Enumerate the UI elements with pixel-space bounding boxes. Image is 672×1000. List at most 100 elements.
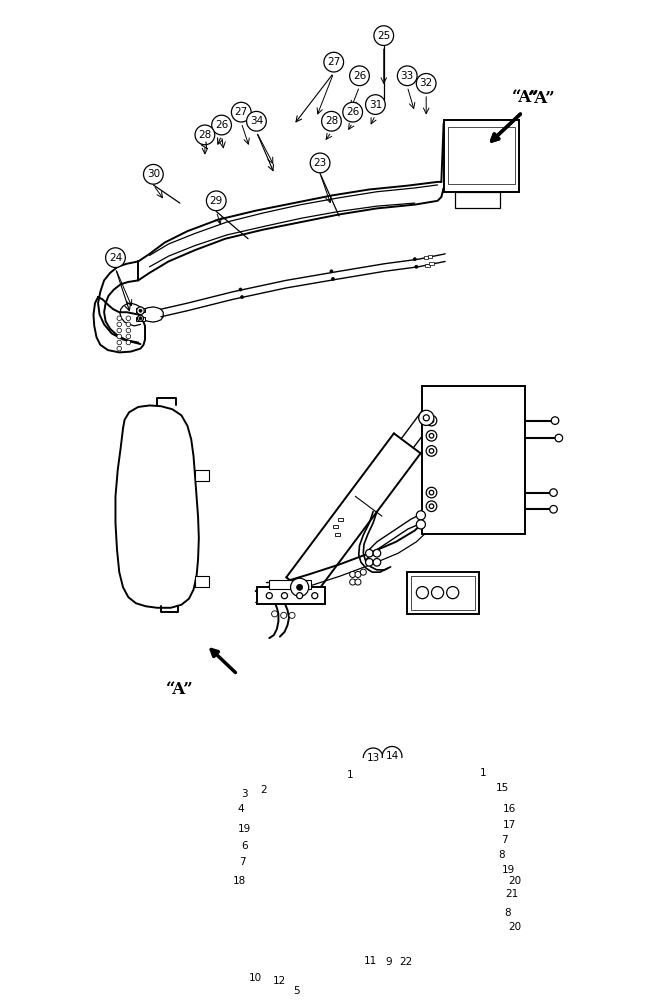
Bar (448, 127, 515, 184)
Text: 28: 28 (198, 130, 212, 140)
Circle shape (117, 328, 122, 333)
Circle shape (500, 815, 519, 834)
Circle shape (495, 830, 514, 850)
Circle shape (296, 584, 302, 590)
Bar (427, 255, 432, 258)
Circle shape (290, 578, 308, 596)
Text: 18: 18 (233, 876, 246, 886)
Circle shape (364, 748, 383, 768)
Circle shape (426, 487, 437, 498)
Bar (335, 533, 340, 536)
Circle shape (235, 784, 254, 804)
Circle shape (310, 153, 330, 173)
Circle shape (491, 845, 511, 865)
Text: 28: 28 (325, 116, 338, 126)
Circle shape (106, 248, 125, 268)
Text: 25: 25 (377, 31, 390, 41)
Circle shape (117, 322, 122, 327)
Circle shape (498, 860, 518, 880)
Bar (444, 120, 519, 192)
Text: 19: 19 (238, 824, 251, 834)
Circle shape (271, 611, 278, 617)
Circle shape (373, 559, 381, 566)
Circle shape (235, 819, 254, 839)
Circle shape (417, 74, 436, 93)
Circle shape (253, 781, 273, 800)
Circle shape (373, 549, 381, 557)
Text: 4: 4 (237, 804, 244, 814)
Circle shape (417, 520, 425, 529)
Text: 8: 8 (498, 850, 505, 860)
Text: 1: 1 (480, 768, 487, 778)
Circle shape (429, 433, 433, 438)
Circle shape (429, 449, 433, 453)
Circle shape (144, 164, 163, 184)
Text: 14: 14 (386, 751, 398, 761)
Circle shape (289, 612, 295, 618)
Circle shape (324, 52, 343, 72)
Circle shape (361, 951, 381, 971)
Circle shape (415, 265, 418, 268)
Circle shape (551, 417, 559, 424)
Bar (136, 308, 145, 312)
Text: 21: 21 (505, 889, 518, 899)
Text: 20: 20 (508, 876, 521, 886)
Text: 27: 27 (235, 107, 248, 117)
Circle shape (366, 95, 385, 114)
Circle shape (322, 111, 341, 131)
Text: 16: 16 (503, 804, 516, 814)
Circle shape (349, 579, 355, 585)
Circle shape (502, 884, 521, 904)
Circle shape (497, 903, 517, 923)
Text: 26: 26 (353, 71, 366, 81)
Circle shape (492, 778, 512, 798)
Circle shape (239, 288, 242, 291)
Text: 32: 32 (419, 78, 433, 88)
Bar (333, 525, 337, 528)
Text: 29: 29 (210, 196, 223, 206)
Text: 20: 20 (508, 922, 521, 932)
Circle shape (206, 191, 226, 211)
Circle shape (426, 430, 437, 441)
Circle shape (505, 871, 525, 890)
Bar (425, 264, 430, 267)
Circle shape (419, 410, 434, 425)
Text: “A”: “A” (166, 681, 194, 698)
Circle shape (117, 340, 122, 345)
Circle shape (139, 317, 142, 320)
Circle shape (195, 125, 215, 145)
Circle shape (417, 511, 425, 520)
Bar (136, 317, 145, 321)
Circle shape (426, 501, 437, 512)
Circle shape (246, 968, 265, 987)
Text: 26: 26 (346, 107, 360, 117)
Circle shape (349, 571, 355, 577)
Circle shape (429, 490, 433, 495)
Text: 27: 27 (327, 57, 340, 67)
Circle shape (282, 593, 288, 599)
Circle shape (426, 415, 437, 426)
Circle shape (555, 434, 562, 442)
Circle shape (379, 953, 399, 972)
Circle shape (233, 853, 253, 872)
Bar (407, 572, 479, 614)
Circle shape (281, 612, 287, 618)
Text: 17: 17 (503, 820, 516, 830)
Text: 8: 8 (504, 908, 511, 918)
Circle shape (330, 270, 333, 273)
Circle shape (355, 579, 361, 585)
Circle shape (229, 871, 249, 890)
Circle shape (266, 593, 272, 599)
Circle shape (126, 334, 130, 339)
Circle shape (341, 765, 360, 784)
Circle shape (550, 489, 557, 496)
Text: 30: 30 (146, 169, 160, 179)
Circle shape (349, 66, 370, 86)
Circle shape (312, 593, 318, 599)
Text: 3: 3 (241, 789, 247, 799)
Circle shape (382, 746, 402, 766)
Circle shape (366, 549, 373, 557)
Circle shape (270, 971, 290, 990)
Circle shape (396, 953, 415, 972)
Circle shape (212, 115, 231, 135)
